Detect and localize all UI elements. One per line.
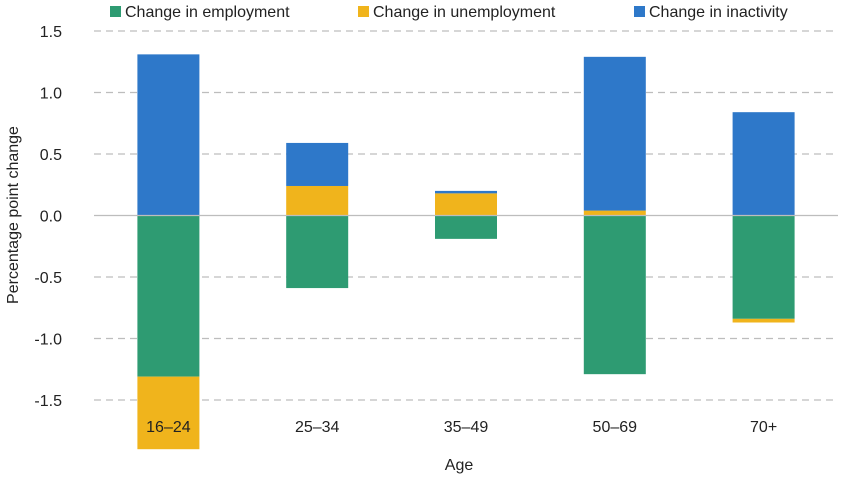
y-tick-label: 0.0 (40, 209, 62, 226)
bar-segment (137, 54, 200, 216)
bar-segment (583, 56, 646, 211)
bars (137, 54, 795, 450)
x-tick-label: 35–49 (444, 419, 489, 436)
x-tick-label: 70+ (750, 419, 777, 436)
bar-segment (435, 190, 497, 194)
bar-segment (137, 376, 200, 450)
legend-label: Change in unemployment (373, 4, 556, 21)
y-tick-label: 1.5 (40, 24, 62, 41)
gridlines (94, 30, 838, 401)
x-tick-label: 16–24 (146, 419, 191, 436)
bar-segment (435, 193, 497, 216)
y-axis-label: Percentage point change (5, 126, 22, 304)
legend-swatch (634, 6, 645, 17)
legend: Change in employment Change in unemployme… (110, 4, 788, 21)
legend-label: Change in inactivity (649, 4, 788, 21)
bar-segment (286, 142, 349, 186)
y-tick-label: -1.0 (34, 332, 62, 349)
y-tick-label: 0.5 (40, 147, 62, 164)
x-tick-label: 50–69 (593, 419, 638, 436)
x-axis-ticks: 16–24 25–34 35–49 50–69 70+ (146, 419, 777, 436)
y-tick-label: 1.0 (40, 86, 62, 103)
bar-segment (732, 215, 795, 319)
bar-segment (732, 112, 795, 216)
bar-segment (732, 318, 795, 323)
bar-segment (137, 215, 200, 377)
y-axis-ticks: 1.5 1.0 0.5 0.0 -0.5 -1.0 -1.5 (34, 24, 62, 410)
bar-segment (583, 210, 646, 216)
bar-segment (583, 215, 646, 375)
bar-segment (286, 185, 349, 216)
bar-segment (435, 215, 497, 239)
y-tick-label: -1.5 (34, 393, 62, 410)
y-tick-label: -0.5 (34, 270, 62, 287)
legend-swatch (110, 6, 121, 17)
x-axis-label: Age (445, 457, 474, 474)
x-tick-label: 25–34 (295, 419, 340, 436)
legend-swatch (358, 6, 369, 17)
bar-segment (286, 215, 349, 289)
legend-label: Change in employment (125, 4, 290, 21)
